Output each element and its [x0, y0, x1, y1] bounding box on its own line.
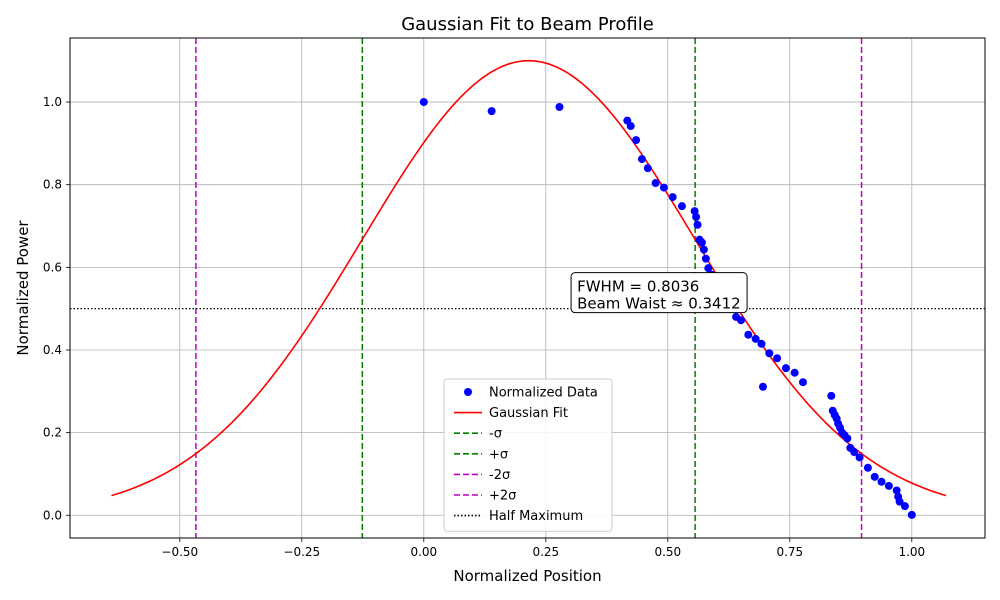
legend: Normalized Data Gaussian Fit -σ +σ -2σ +2σ Hal…	[443, 378, 613, 532]
data-point	[877, 477, 886, 486]
legend-label: -2σ	[489, 468, 510, 483]
data-point	[626, 122, 635, 131]
data-point	[843, 434, 852, 443]
legend-label: Normalized Data	[489, 386, 598, 401]
y-tick-label: 0.0	[43, 508, 62, 522]
data-point	[677, 202, 686, 211]
data-point	[744, 330, 753, 339]
data-point	[419, 98, 428, 107]
data-point	[757, 339, 766, 348]
data-point	[870, 472, 879, 481]
data-point	[701, 254, 710, 263]
data-point	[907, 510, 916, 519]
data-point	[895, 497, 904, 506]
x-tick-label: 0.50	[654, 545, 681, 559]
data-point	[790, 368, 799, 377]
legend-label: Half Maximum	[489, 509, 583, 524]
gaussian-fit-curve	[111, 59, 947, 497]
chart-title: Gaussian Fit to Beam Profile	[401, 14, 654, 35]
data-point	[699, 245, 708, 254]
annotation-box	[570, 272, 748, 314]
data-point	[773, 354, 782, 363]
data-point	[693, 220, 702, 229]
data-point	[863, 463, 872, 472]
y-tick-label: 1.0	[43, 95, 62, 109]
data-point	[692, 212, 701, 221]
grid	[70, 38, 985, 538]
legend-label: +σ	[489, 447, 508, 462]
x-tick-label: 0.00	[410, 545, 437, 559]
annotation-line: Beam Waist ≈ 0.3412	[577, 295, 741, 313]
legend-label: Gaussian Fit	[489, 406, 568, 421]
legend-box	[443, 378, 613, 532]
x-tick-label: 0.25	[532, 545, 559, 559]
data-point	[855, 453, 864, 462]
data-point	[758, 382, 767, 391]
data-point	[892, 486, 901, 495]
data-point	[798, 378, 807, 387]
data-point	[555, 103, 564, 112]
data-point	[668, 193, 677, 202]
x-tick-label: 1.00	[898, 545, 925, 559]
legend-marker	[464, 388, 472, 396]
data-point	[827, 391, 836, 400]
axis-ticks: −0.50 −0.25 0.00 0.25 0.50 0.75 1.00 0.0 0.2 0.4 0…	[43, 95, 925, 559]
x-tick-label: −0.50	[161, 545, 198, 559]
legend-label: -σ	[489, 427, 502, 442]
data-point	[751, 334, 760, 343]
y-axis-label: Normalized Power	[14, 220, 32, 356]
annotation-line: FWHM = 0.8036	[577, 278, 699, 296]
legend-label: +2σ	[489, 489, 516, 504]
data-point	[643, 164, 652, 173]
x-tick-label: 0.75	[776, 545, 803, 559]
data-point	[651, 179, 660, 188]
data-point	[900, 502, 909, 511]
plot-frame	[69, 37, 986, 539]
x-axis-label: Normalized Position	[453, 567, 601, 585]
y-tick-label: 0.4	[43, 343, 62, 357]
data-point	[487, 107, 496, 116]
data-point	[781, 364, 790, 373]
y-tick-label: 0.6	[43, 260, 62, 274]
data-point	[737, 316, 745, 325]
data-point	[637, 155, 646, 164]
data-point	[659, 183, 668, 192]
y-tick-label: 0.2	[43, 426, 62, 440]
data-point	[632, 136, 641, 145]
data-point	[765, 349, 774, 358]
x-tick-label: −0.25	[283, 545, 320, 559]
data-point	[704, 264, 713, 273]
data-point	[697, 238, 706, 247]
y-tick-label: 0.8	[43, 178, 62, 192]
data-point	[850, 448, 859, 457]
data-point	[884, 481, 893, 490]
